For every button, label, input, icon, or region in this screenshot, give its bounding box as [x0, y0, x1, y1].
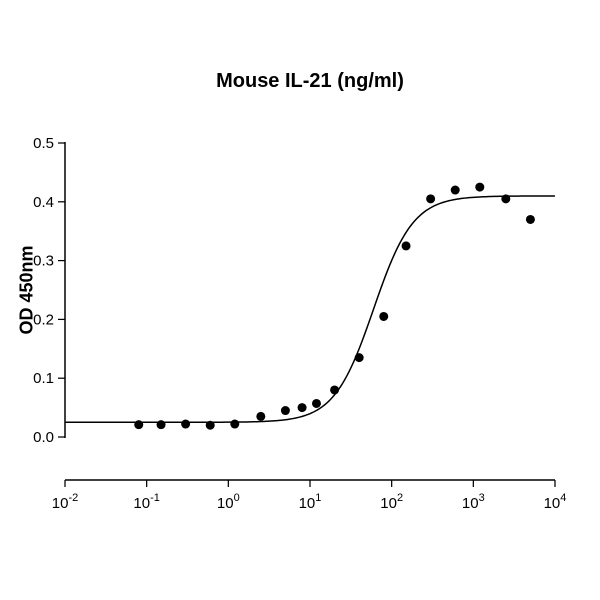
data-point — [297, 403, 307, 413]
data-point — [311, 398, 321, 408]
y-tick-label: 0.3 — [33, 253, 54, 270]
y-tick-label: 0.0 — [33, 429, 54, 446]
data-point — [134, 420, 144, 430]
y-tick-label: 0.2 — [33, 311, 54, 328]
x-tick-label: 102 — [380, 492, 403, 512]
y-tick-label: 0.4 — [33, 194, 54, 211]
x-tick-label: 104 — [544, 492, 567, 512]
chart-title: Mouse IL-21 (ng/ml) — [216, 70, 404, 92]
y-tick-label: 0.5 — [33, 135, 54, 152]
data-point — [379, 311, 389, 321]
data-point — [426, 194, 436, 204]
data-point — [475, 182, 485, 192]
data-point — [256, 411, 266, 421]
x-tick-label: 100 — [217, 492, 240, 512]
x-tick-label: 103 — [462, 492, 485, 512]
data-point — [181, 419, 191, 429]
x-tick-label: 10-2 — [52, 492, 78, 512]
fit-curve — [65, 195, 556, 424]
data-point — [280, 406, 290, 416]
data-point — [156, 420, 166, 430]
data-point — [525, 214, 535, 224]
x-tick-label: 10-1 — [133, 492, 159, 512]
data-point — [401, 241, 411, 251]
y-tick-label: 0.1 — [33, 370, 54, 387]
x-tick-label: 101 — [299, 492, 322, 512]
data-point — [450, 185, 460, 195]
data-point — [230, 419, 240, 429]
